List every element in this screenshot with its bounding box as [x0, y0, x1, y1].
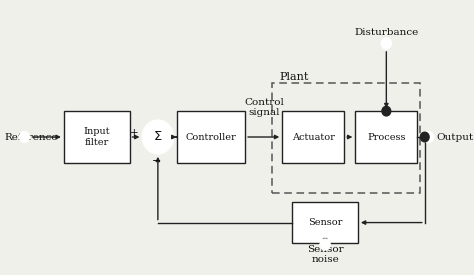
Bar [356, 111, 418, 163]
Text: Control
signal: Control signal [244, 98, 284, 117]
Text: Controller: Controller [185, 133, 236, 142]
Bar [64, 111, 129, 163]
Text: Reference: Reference [4, 133, 58, 142]
Circle shape [19, 131, 29, 142]
Bar [177, 111, 245, 163]
Text: Process: Process [367, 133, 406, 142]
Bar [272, 83, 420, 193]
Text: Disturbance: Disturbance [354, 28, 419, 37]
Text: Actuator: Actuator [292, 133, 335, 142]
Bar [282, 111, 344, 163]
Circle shape [423, 131, 433, 142]
Bar [292, 202, 358, 243]
Circle shape [382, 106, 391, 116]
Text: Input
filter: Input filter [83, 127, 110, 147]
Circle shape [320, 239, 330, 250]
Text: Sensor
noise: Sensor noise [307, 245, 344, 264]
Circle shape [381, 38, 392, 49]
Text: Sensor: Sensor [308, 218, 342, 227]
Circle shape [420, 132, 429, 142]
Circle shape [142, 120, 173, 154]
Text: −: − [152, 156, 162, 166]
Text: Output: Output [437, 133, 474, 142]
Text: +: + [130, 128, 139, 138]
Text: $\Sigma$: $\Sigma$ [153, 130, 163, 142]
Text: Plant: Plant [279, 72, 309, 82]
